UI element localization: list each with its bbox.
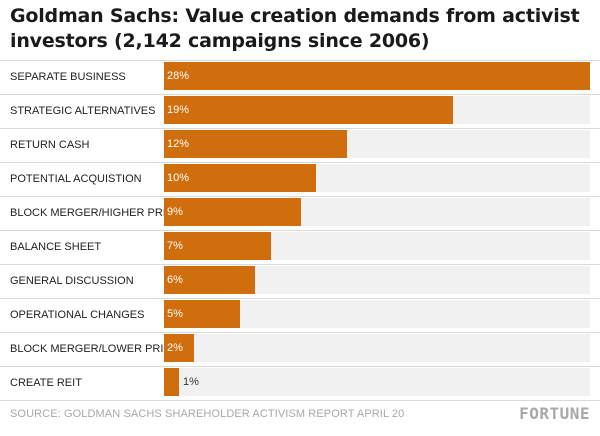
bar-track: 19% (164, 96, 590, 124)
category-label: GENERAL DISCUSSION (10, 275, 134, 287)
row-divider (0, 400, 600, 401)
bar-row: BLOCK MERGER/HIGHER PRICE 9% (0, 196, 600, 230)
category-label: CREATE REIT (10, 377, 82, 389)
value-label: 1% (183, 376, 199, 388)
bar-row: STRATEGIC ALTERNATIVES 19% (0, 94, 600, 128)
bar-track: 5% (164, 300, 590, 328)
row-divider (0, 264, 600, 265)
row-divider (0, 332, 600, 333)
row-divider (0, 60, 600, 61)
bar-track: 6% (164, 266, 590, 294)
row-divider (0, 230, 600, 231)
source-note: SOURCE: GOLDMAN SACHS SHAREHOLDER ACTIVI… (10, 408, 405, 420)
value-label: 2% (167, 342, 183, 354)
bar (164, 130, 347, 158)
value-label: 19% (167, 104, 190, 116)
category-label: OPERATIONAL CHANGES (10, 309, 145, 321)
bar (164, 334, 194, 362)
value-label: 28% (167, 70, 190, 82)
value-label: 5% (167, 308, 183, 320)
bar-row: BALANCE SHEET 7% (0, 230, 600, 264)
row-divider (0, 298, 600, 299)
bar-row: RETURN CASH 12% (0, 128, 600, 162)
bar (164, 368, 179, 396)
bar-track: 28% (164, 62, 590, 90)
bar-track: 12% (164, 130, 590, 158)
fortune-logo: FORTUNE (519, 404, 590, 423)
category-label: BLOCK MERGER/LOWER PRICE (10, 343, 179, 355)
value-label: 10% (167, 172, 190, 184)
value-label: 12% (167, 138, 190, 150)
bar-row: OPERATIONAL CHANGES 5% (0, 298, 600, 332)
category-label: STRATEGIC ALTERNATIVES (10, 105, 156, 117)
row-divider (0, 128, 600, 129)
bar (164, 96, 453, 124)
value-label: 6% (167, 274, 183, 286)
bar-row: GENERAL DISCUSSION 6% (0, 264, 600, 298)
row-divider (0, 162, 600, 163)
chart-title: Goldman Sachs: Value creation demands fr… (10, 5, 580, 52)
bar-row: SEPARATE BUSINESS 28% (0, 60, 600, 94)
category-label: RETURN CASH (10, 139, 90, 151)
row-divider (0, 196, 600, 197)
bar (164, 62, 590, 90)
bar (164, 232, 271, 260)
bar-row: POTENTIAL ACQUISTION 10% (0, 162, 600, 196)
bar (164, 164, 316, 192)
bar-row: CREATE REIT 1% (0, 366, 600, 400)
row-divider (0, 94, 600, 95)
bar-track: 2% (164, 334, 590, 362)
bar (164, 266, 255, 294)
bar-row: BLOCK MERGER/LOWER PRICE 2% (0, 332, 600, 366)
value-label: 9% (167, 206, 183, 218)
bar-track: 10% (164, 164, 590, 192)
row-divider (0, 366, 600, 367)
category-label: SEPARATE BUSINESS (10, 71, 126, 83)
category-label: BLOCK MERGER/HIGHER PRICE (10, 207, 182, 219)
bar-track: 1% (164, 368, 590, 396)
category-label: BALANCE SHEET (10, 241, 102, 253)
value-label: 7% (167, 240, 183, 252)
bar (164, 300, 240, 328)
bar-track: 7% (164, 232, 590, 260)
category-label: POTENTIAL ACQUISTION (10, 173, 142, 185)
bar-track: 9% (164, 198, 590, 226)
bar (164, 198, 301, 226)
bar-chart: SEPARATE BUSINESS 28% STRATEGIC ALTERNATIV… (0, 60, 600, 401)
